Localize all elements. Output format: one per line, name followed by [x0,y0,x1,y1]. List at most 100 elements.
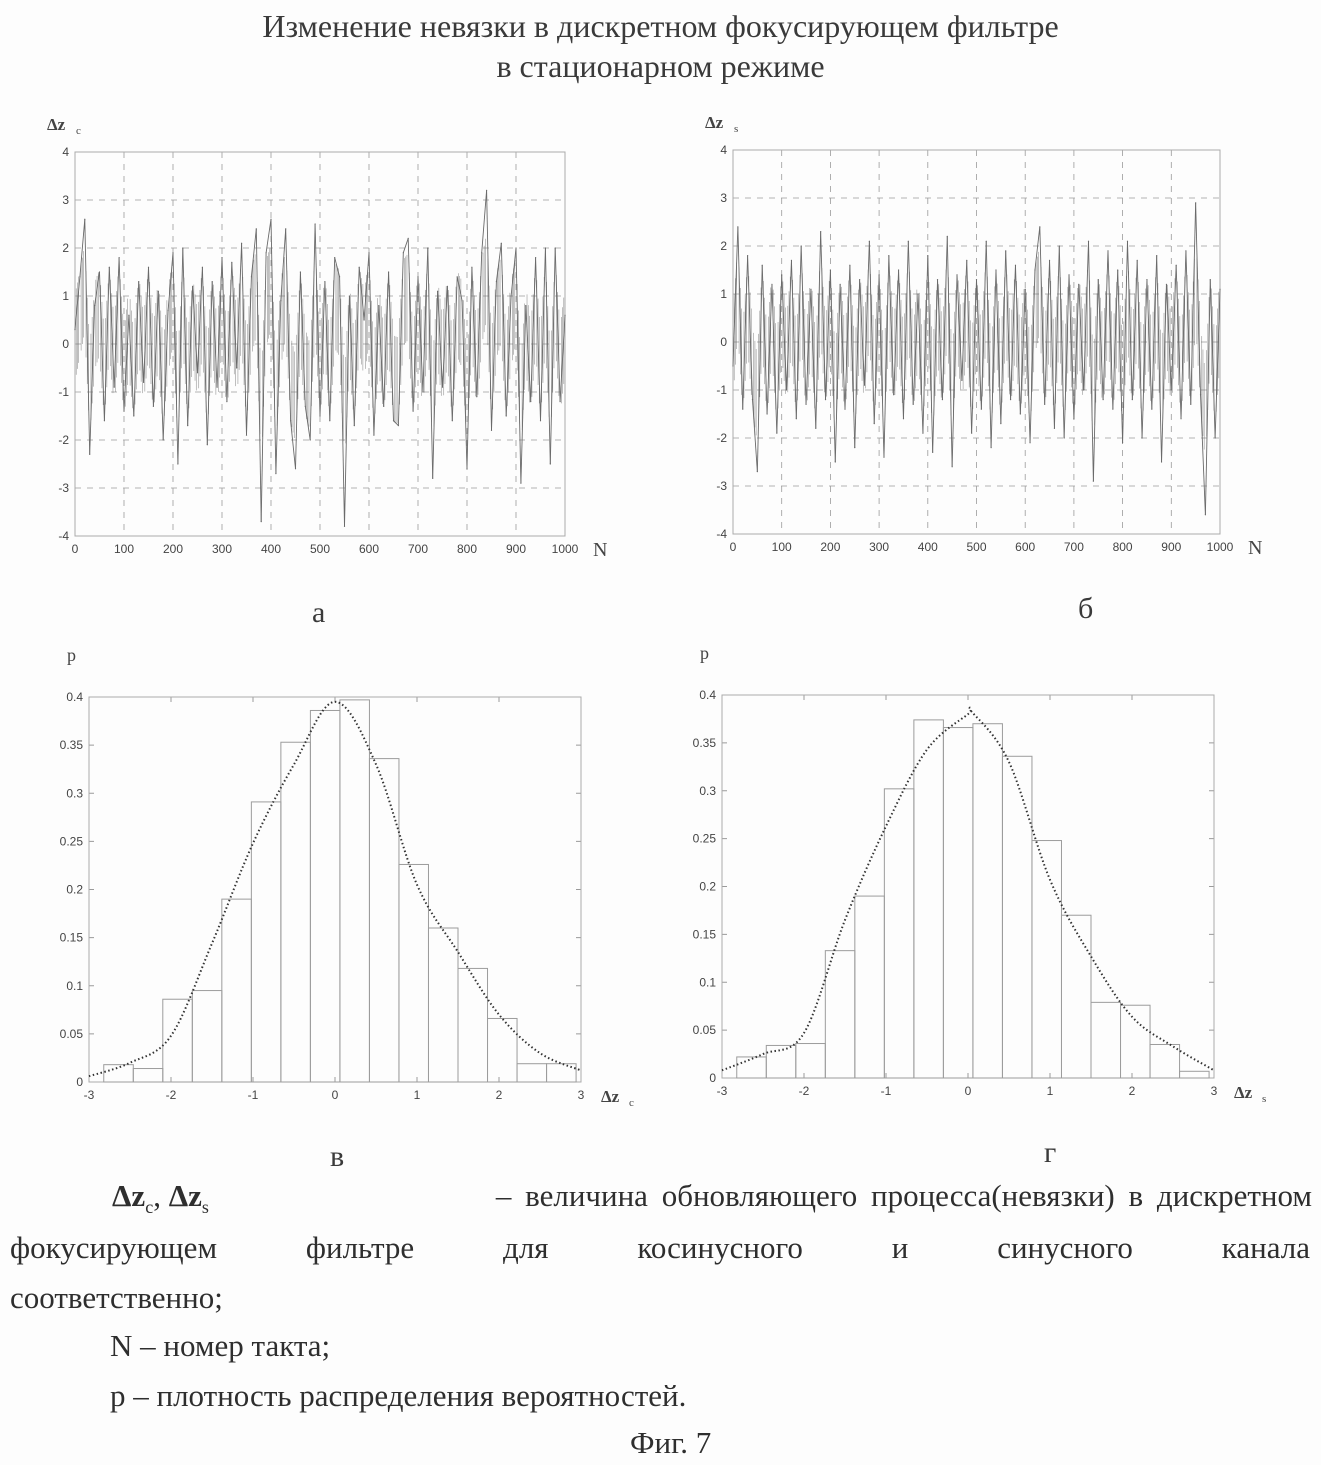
data-point [310,439,311,440]
data-point [820,231,821,232]
data-point [898,269,899,270]
data-point [187,425,188,426]
data-point [840,284,841,285]
x-tick-label: 400 [918,540,938,554]
y-axis-label: Δz [47,115,66,134]
data-point [913,404,914,405]
x-tick-label: 1000 [1207,540,1234,554]
data-point [393,420,394,421]
charts-canvas: 0100200300400500600700800900100043210-1-… [0,0,1321,1130]
y-tick-label: 0.1 [699,975,716,989]
histogram-bar [517,1064,547,1082]
data-point [275,473,276,474]
data-point [1049,260,1050,261]
symbol-sub-s: s [202,1197,209,1217]
y-tick-label: 0 [76,1075,83,1089]
y-tick-label: -1 [716,383,727,397]
data-point [825,399,826,400]
histogram-bar [1091,1002,1121,1078]
x-axis-label: Δz [1234,1083,1253,1102]
y-tick-label: 0.05 [60,1027,84,1041]
data-point [1088,241,1089,242]
data-point [976,279,977,280]
x-tick-label: 300 [212,542,232,556]
x-tick-label: 800 [1113,540,1133,554]
histogram-bar [163,999,193,1082]
histogram-bar [884,789,914,1078]
data-point [849,265,850,266]
data-point [1054,428,1055,429]
trace-segment [403,238,408,252]
data-point [408,238,409,239]
data-point [246,435,247,436]
y-tick-label: 1 [62,289,69,303]
data-point [197,372,198,373]
data-point [535,257,536,258]
data-point [1137,260,1138,261]
panel-letter-b: б [1078,592,1093,626]
caption-line-4: N – номер такта; [110,1328,330,1364]
data-point [1098,279,1099,280]
x-tick-label: 0 [72,542,79,556]
data-point [442,387,443,388]
data-point [747,255,748,256]
histogram-bar [825,951,855,1078]
data-point [143,382,144,383]
data-point [168,310,169,311]
data-point [1029,442,1030,443]
data-point [1000,423,1001,424]
histogram-bar [1150,1044,1180,1078]
data-point [1064,437,1065,438]
data-point [457,276,458,277]
data-point [564,315,565,316]
data-point [991,447,992,448]
panel-letter-v: в [330,1140,344,1174]
data-point [496,281,497,282]
caption-line-2: фокусирующемфильтредлякосинусногоисинусн… [10,1230,1310,1266]
x-axis-label-sub: s [1262,1093,1266,1105]
data-point [835,461,836,462]
y-tick-label: 0.3 [66,786,83,800]
data-point [138,281,139,282]
data-point [893,394,894,395]
x-tick-label: 200 [163,542,183,556]
data-point [927,255,928,256]
data-point [241,243,242,244]
data-point [791,260,792,261]
x-tick-label: 0 [332,1088,339,1102]
x-tick-label: -1 [881,1084,892,1098]
x-tick-label: 700 [1064,540,1084,554]
data-point [1190,404,1191,405]
histogram-bar [281,742,311,1082]
data-point [1112,409,1113,410]
x-tick-label: -2 [166,1088,177,1102]
x-axis-label: Δz [601,1087,620,1106]
data-point [1200,394,1201,395]
data-point [1025,289,1026,290]
y-tick-label: 4 [62,145,69,159]
data-point [1117,269,1118,270]
y-tick-label: 3 [720,191,727,205]
caption-word: фокусирующем [10,1230,217,1266]
data-point [99,271,100,272]
caption-word: косинусного [637,1230,803,1266]
data-point [378,305,379,306]
x-tick-label: 600 [359,542,379,556]
y-axis-label: Δz [705,113,724,132]
data-point [364,319,365,320]
data-point [1068,274,1069,275]
y-tick-label: 3 [62,193,69,207]
data-point [471,267,472,268]
histogram-bar [766,1045,796,1078]
data-point [961,380,962,381]
x-tick-label: 900 [1161,540,1181,554]
y-tick-label: 0 [720,335,727,349]
data-point [212,281,213,282]
data-point [737,226,738,227]
data-point [506,415,507,416]
y-tick-label: 0.1 [66,979,83,993]
data-point [1151,409,1152,410]
data-point [805,404,806,405]
data-point [447,286,448,287]
symbol-sub-c: c [145,1197,153,1217]
